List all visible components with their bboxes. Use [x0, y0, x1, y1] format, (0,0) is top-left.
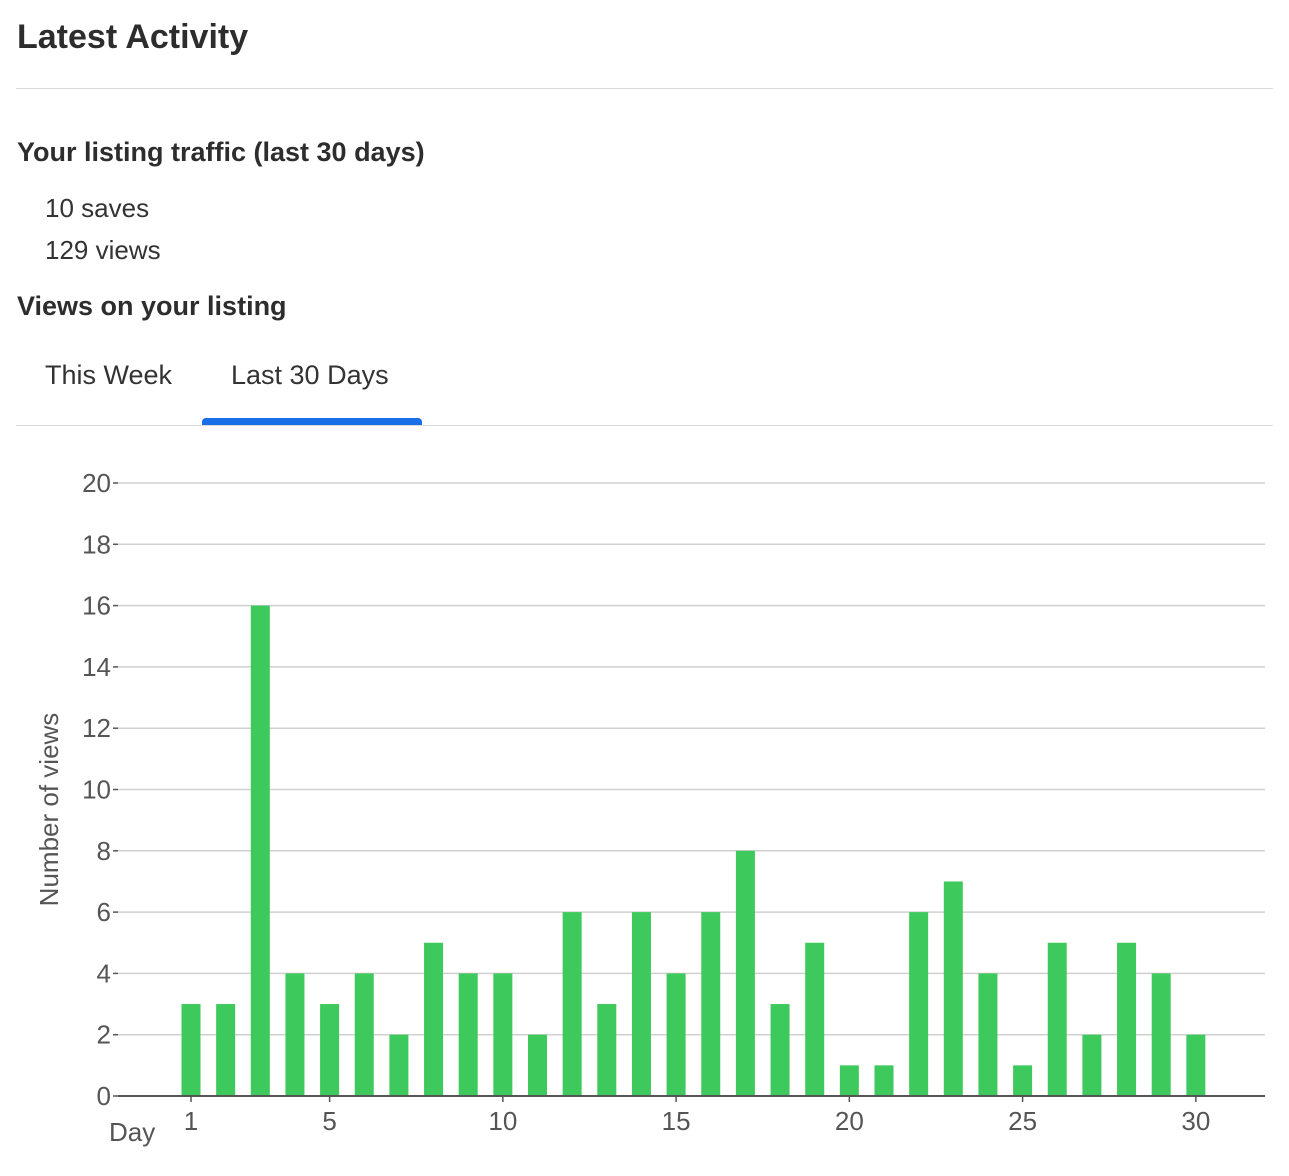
bar-day-27: [1082, 1034, 1102, 1096]
active-tab-indicator: [202, 418, 422, 425]
bar-day-29: [1151, 973, 1171, 1096]
y-tick-label: 12: [82, 713, 111, 743]
traffic-heading: Your listing traffic (last 30 days): [17, 137, 425, 167]
bar-day-24: [978, 973, 998, 1096]
bar-day-7: [389, 1034, 409, 1096]
bar-day-15: [666, 973, 686, 1096]
x-tick-label: 15: [662, 1106, 691, 1136]
y-tick-label: 16: [82, 591, 111, 621]
page-title: Latest Activity: [17, 18, 249, 56]
tab-this-week[interactable]: This Week: [45, 360, 173, 390]
y-tick-label: 6: [97, 897, 111, 927]
x-tick-label: 5: [322, 1106, 336, 1136]
bar-day-3: [250, 605, 270, 1096]
bar-day-25: [1013, 1065, 1033, 1096]
bar-day-11: [528, 1034, 547, 1096]
bar-day-4: [285, 973, 305, 1096]
x-tick-label: 10: [488, 1106, 517, 1136]
y-axis-title: Number of views: [34, 713, 64, 907]
x-tick-label: 30: [1181, 1106, 1210, 1136]
tab-last-30-days[interactable]: Last 30 Days: [231, 360, 389, 390]
y-tick-label: 10: [82, 775, 111, 805]
bar-day-20: [839, 1065, 859, 1096]
bar-day-10: [493, 973, 513, 1096]
chart-grid: [118, 482, 1265, 1036]
bar-day-26: [1047, 942, 1067, 1096]
header-divider: [16, 88, 1273, 89]
y-tick-label: 14: [82, 652, 111, 682]
y-tick-label: 8: [97, 836, 111, 866]
y-tick-label: 0: [97, 1081, 111, 1111]
y-tick-label: 18: [82, 529, 111, 559]
y-axis-ticks: 0 2 4 6 8 10 12 14 16 18 20: [82, 468, 118, 1111]
saves-count: 10 saves: [45, 193, 150, 223]
bar-day-2: [216, 1004, 236, 1096]
x-axis-title: Day: [109, 1117, 155, 1147]
bar-day-16: [701, 912, 721, 1096]
x-tick-label: 25: [1008, 1106, 1037, 1136]
bar-day-28: [1117, 942, 1137, 1096]
bar-day-22: [909, 912, 929, 1096]
bar-day-9: [458, 973, 478, 1096]
bar-day-6: [354, 973, 374, 1096]
x-axis-ticks: 1 5 10 15 20 25 30: [184, 1096, 1210, 1136]
x-tick-label: 1: [184, 1106, 198, 1136]
bar-day-12: [562, 912, 582, 1096]
views-heading: Views on your listing: [17, 291, 287, 321]
bar-day-18: [770, 1004, 790, 1096]
bar-day-17: [735, 850, 755, 1096]
views-count: 129 views: [45, 235, 161, 265]
x-tick-label: 20: [835, 1106, 864, 1136]
bar-day-8: [424, 942, 444, 1096]
bar-day-21: [874, 1065, 894, 1096]
bar-day-19: [805, 942, 825, 1096]
bar-day-30: [1186, 1034, 1206, 1096]
y-tick-label: 20: [82, 468, 111, 498]
tabs-divider: [16, 425, 1273, 426]
bar-day-23: [943, 881, 963, 1096]
y-tick-label: 4: [97, 958, 111, 988]
chart-bars: [181, 605, 1206, 1096]
y-tick-label: 2: [97, 1020, 111, 1050]
bar-day-14: [631, 912, 651, 1096]
bar-day-13: [597, 1004, 617, 1096]
bar-day-1: [181, 1004, 201, 1096]
bar-day-5: [320, 1004, 340, 1096]
